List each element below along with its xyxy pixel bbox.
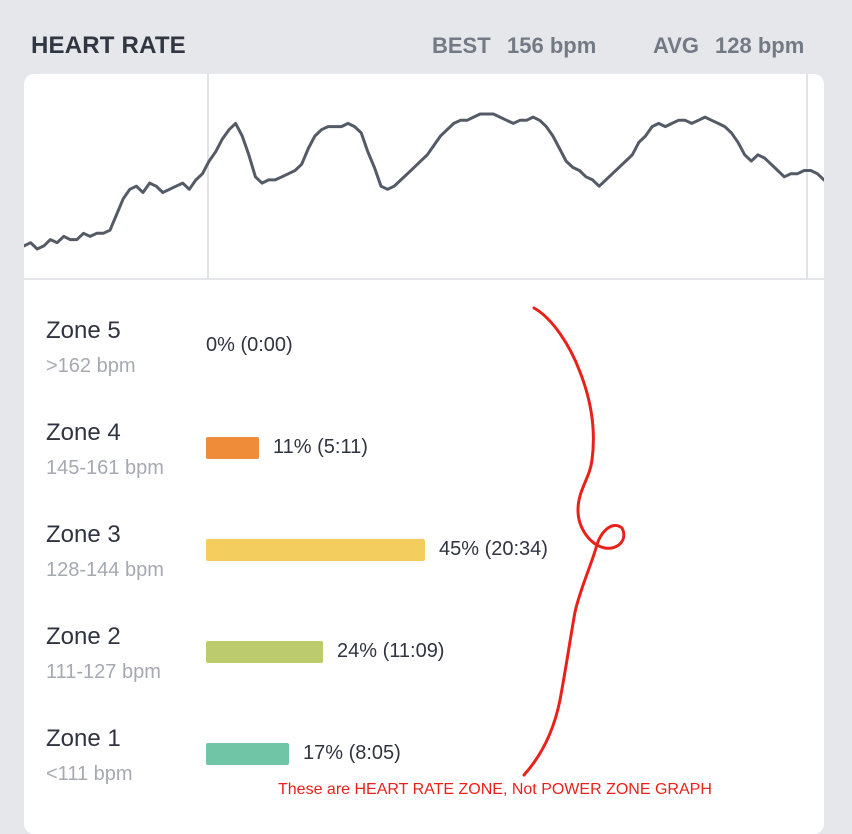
zone-percent: 45% (20:34) [439, 538, 548, 560]
heart-rate-card: Zone 5 >162 bpm 0% (0:00) Zone 4 145-161 bpm… [22, 74, 826, 834]
zone-range: 111-127 bpm [46, 661, 161, 683]
avg-value: 128 bpm [715, 33, 805, 58]
heart-rate-header: HEART RATE BEST 156 bpm AVG 128 bpm [0, 0, 852, 74]
avg-label: AVG [653, 33, 700, 58]
zone-range: <111 bpm [46, 763, 133, 785]
zone-name: Zone 5 [46, 317, 121, 344]
zone-name: Zone 1 [46, 725, 121, 752]
zone-bar [206, 437, 259, 459]
zone-name: Zone 4 [46, 419, 121, 446]
zone-row: Zone 3 128-144 bpm 45% (20:34) [24, 521, 824, 601]
zone-range: >162 bpm [46, 355, 136, 377]
annotation-text: These are HEART RATE ZONE, Not POWER ZON… [278, 781, 712, 798]
zone-bar [206, 539, 425, 561]
zone-percent: 17% (8:05) [303, 742, 401, 764]
zone-range: 145-161 bpm [46, 457, 164, 479]
zone-name: Zone 2 [46, 623, 121, 650]
zone-percent: 24% (11:09) [337, 640, 445, 662]
chart-divider [24, 278, 824, 280]
heart-rate-chart-svg [22, 74, 826, 278]
zone-bar [206, 641, 323, 663]
zone-bar [206, 743, 289, 765]
zone-name: Zone 3 [46, 521, 121, 548]
zone-row: Zone 1 <111 bpm 17% (8:05) [24, 725, 824, 805]
zone-percent: 0% (0:00) [206, 334, 293, 356]
heart-rate-chart[interactable] [22, 74, 826, 278]
best-value: 156 bpm [507, 33, 597, 58]
zone-percent: 11% (5:11) [273, 436, 368, 458]
section-title: HEART RATE [31, 32, 186, 59]
best-label: BEST [432, 33, 491, 58]
heart-rate-line [22, 112, 826, 251]
zone-row: Zone 2 111-127 bpm 24% (11:09) [24, 623, 824, 703]
zone-row: Zone 4 145-161 bpm 11% (5:11) [24, 419, 824, 499]
zone-range: 128-144 bpm [46, 559, 164, 581]
zone-row: Zone 5 >162 bpm 0% (0:00) [24, 317, 824, 397]
